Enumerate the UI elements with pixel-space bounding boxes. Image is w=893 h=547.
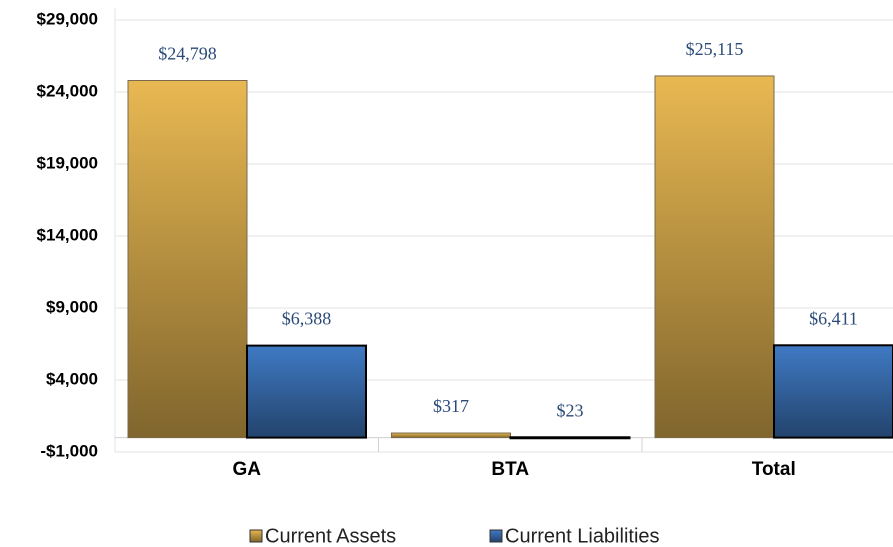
x-tick-label: BTA: [491, 459, 529, 480]
bar: [773, 344, 893, 439]
y-tick-label: $9,000: [46, 297, 98, 316]
y-tick-label: $4,000: [46, 369, 98, 388]
value-label: $23: [557, 400, 584, 420]
y-tick-label: $24,000: [37, 81, 98, 100]
value-label: $317: [433, 396, 469, 416]
bar: [127, 80, 248, 439]
y-tick-label: -$1,000: [40, 441, 98, 460]
bar: [391, 432, 511, 439]
value-label: $25,115: [686, 39, 744, 59]
y-tick-label: $29,000: [37, 9, 98, 28]
legend-swatch: [249, 529, 263, 543]
legend-label: Current Liabilities: [505, 525, 660, 547]
legend-swatch: [489, 529, 503, 543]
y-tick-label: $14,000: [37, 225, 98, 244]
value-label: $24,798: [158, 44, 217, 64]
y-tick-label: $19,000: [37, 153, 98, 172]
x-tick-label: GA: [233, 459, 262, 480]
bar: [509, 436, 631, 440]
bar: [246, 344, 367, 439]
bar: [654, 75, 775, 439]
value-label: $6,388: [282, 309, 332, 329]
legend-label: Current Assets: [265, 525, 396, 547]
value-label: $6,411: [809, 308, 858, 328]
x-tick-label: Total: [752, 459, 796, 480]
